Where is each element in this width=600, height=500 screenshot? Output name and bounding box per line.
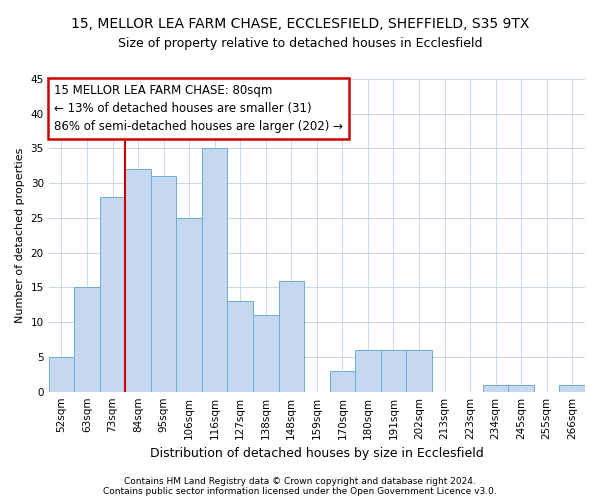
Bar — [100, 197, 125, 392]
Bar — [202, 148, 227, 392]
Bar — [406, 350, 432, 392]
Y-axis label: Number of detached properties: Number of detached properties — [15, 148, 25, 323]
Bar — [508, 384, 534, 392]
Bar — [125, 170, 151, 392]
Text: 15, MELLOR LEA FARM CHASE, ECCLESFIELD, SHEFFIELD, S35 9TX: 15, MELLOR LEA FARM CHASE, ECCLESFIELD, … — [71, 18, 529, 32]
Bar — [176, 218, 202, 392]
Text: Contains HM Land Registry data © Crown copyright and database right 2024.: Contains HM Land Registry data © Crown c… — [124, 477, 476, 486]
Text: 15 MELLOR LEA FARM CHASE: 80sqm
← 13% of detached houses are smaller (31)
86% of: 15 MELLOR LEA FARM CHASE: 80sqm ← 13% of… — [54, 84, 343, 132]
Bar — [278, 280, 304, 392]
Bar — [227, 302, 253, 392]
Bar — [380, 350, 406, 392]
X-axis label: Distribution of detached houses by size in Ecclesfield: Distribution of detached houses by size … — [150, 447, 484, 460]
Bar — [253, 315, 278, 392]
Bar — [74, 288, 100, 392]
Text: Contains public sector information licensed under the Open Government Licence v3: Contains public sector information licen… — [103, 487, 497, 496]
Text: Size of property relative to detached houses in Ecclesfield: Size of property relative to detached ho… — [118, 38, 482, 51]
Bar — [49, 357, 74, 392]
Bar — [151, 176, 176, 392]
Bar — [483, 384, 508, 392]
Bar — [559, 384, 585, 392]
Bar — [355, 350, 380, 392]
Bar — [329, 371, 355, 392]
